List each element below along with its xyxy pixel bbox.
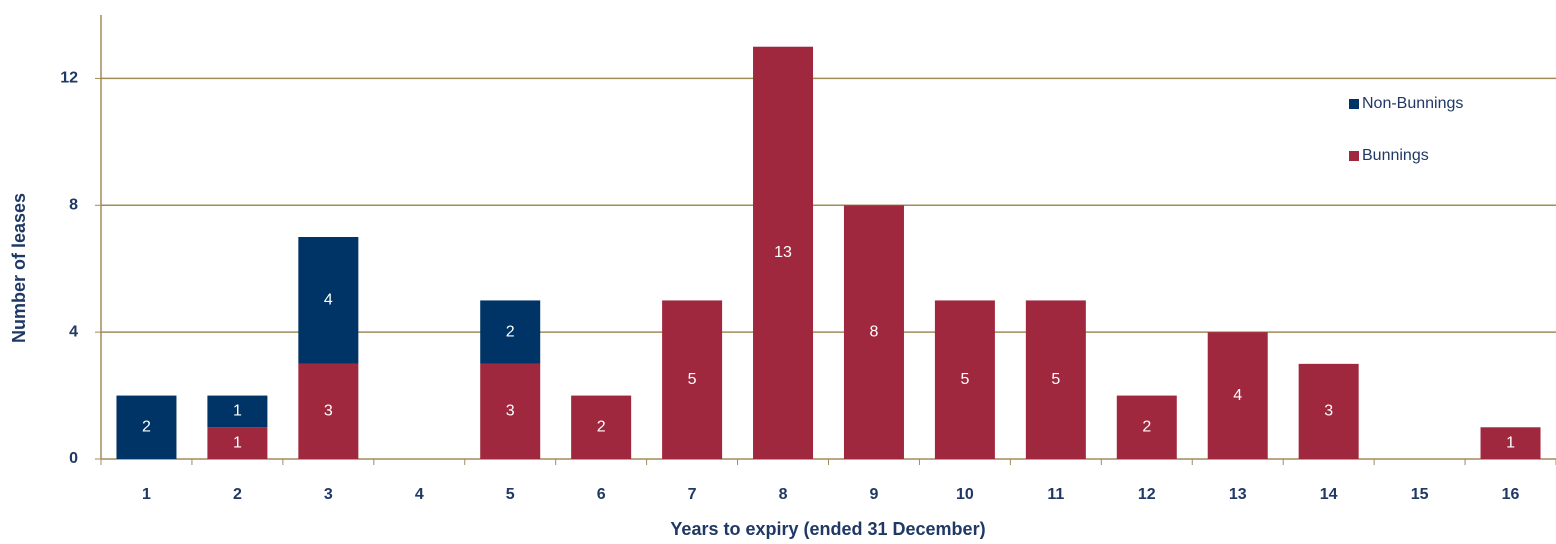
legend-label: Bunnings bbox=[1362, 147, 1429, 164]
bar bbox=[298, 237, 359, 364]
bar bbox=[298, 363, 359, 459]
bar bbox=[1480, 427, 1541, 459]
bar bbox=[1116, 395, 1177, 459]
data-label: 8 bbox=[870, 323, 879, 340]
bar bbox=[843, 205, 904, 459]
x-tick-label: 1 bbox=[142, 486, 151, 503]
bar bbox=[1298, 363, 1359, 459]
bar bbox=[753, 46, 814, 459]
data-label: 5 bbox=[688, 371, 697, 388]
legend-label: Non-Bunnings bbox=[1362, 95, 1463, 112]
data-label: 5 bbox=[960, 371, 969, 388]
data-label: 13 bbox=[774, 244, 792, 261]
x-tick-label: 11 bbox=[1047, 486, 1064, 503]
bar bbox=[207, 427, 268, 459]
y-tick-label: 4 bbox=[69, 323, 78, 340]
bar bbox=[934, 300, 995, 459]
x-tick-label: 7 bbox=[688, 486, 697, 503]
data-label: 4 bbox=[324, 292, 333, 309]
x-tick-label: 3 bbox=[324, 486, 333, 503]
x-tick-label: 14 bbox=[1320, 486, 1338, 503]
x-tick-label: 4 bbox=[415, 486, 424, 503]
y-tick-label: 0 bbox=[69, 450, 78, 467]
x-tick-label: 12 bbox=[1138, 486, 1156, 503]
legend-swatch bbox=[1349, 151, 1359, 161]
data-label: 4 bbox=[1233, 387, 1242, 404]
x-tick-label: 8 bbox=[779, 486, 788, 503]
data-label: 1 bbox=[233, 434, 242, 451]
bar bbox=[571, 395, 632, 459]
x-tick-label: 2 bbox=[233, 486, 242, 503]
bar bbox=[207, 395, 268, 428]
data-label: 2 bbox=[597, 419, 606, 436]
data-label: 2 bbox=[142, 419, 151, 436]
bar bbox=[116, 395, 177, 459]
data-label: 3 bbox=[1324, 403, 1333, 420]
data-label: 1 bbox=[1506, 434, 1515, 451]
data-label: 2 bbox=[506, 323, 515, 340]
data-label: 5 bbox=[1051, 371, 1060, 388]
y-tick-label: 12 bbox=[60, 70, 78, 87]
bar bbox=[662, 300, 723, 459]
x-tick-label: 9 bbox=[870, 486, 879, 503]
x-tick-label: 10 bbox=[956, 486, 974, 503]
data-label: 3 bbox=[506, 403, 515, 420]
bar bbox=[480, 300, 541, 364]
y-tick-label: 8 bbox=[69, 197, 78, 214]
data-label: 3 bbox=[324, 403, 333, 420]
bar bbox=[1207, 332, 1268, 459]
x-axis-title: Years to expiry (ended 31 December) bbox=[670, 519, 985, 539]
x-tick-label: 6 bbox=[597, 486, 606, 503]
x-tick-label: 15 bbox=[1411, 486, 1429, 503]
legend-swatch bbox=[1349, 99, 1359, 109]
y-axis-title: Number of leases bbox=[9, 193, 29, 343]
x-tick-label: 5 bbox=[506, 486, 515, 503]
bar bbox=[480, 363, 541, 459]
x-tick-label: 16 bbox=[1502, 486, 1520, 503]
x-tick-label: 13 bbox=[1229, 486, 1247, 503]
data-label: 1 bbox=[233, 403, 242, 420]
data-label: 2 bbox=[1142, 419, 1151, 436]
bar bbox=[1025, 300, 1086, 459]
